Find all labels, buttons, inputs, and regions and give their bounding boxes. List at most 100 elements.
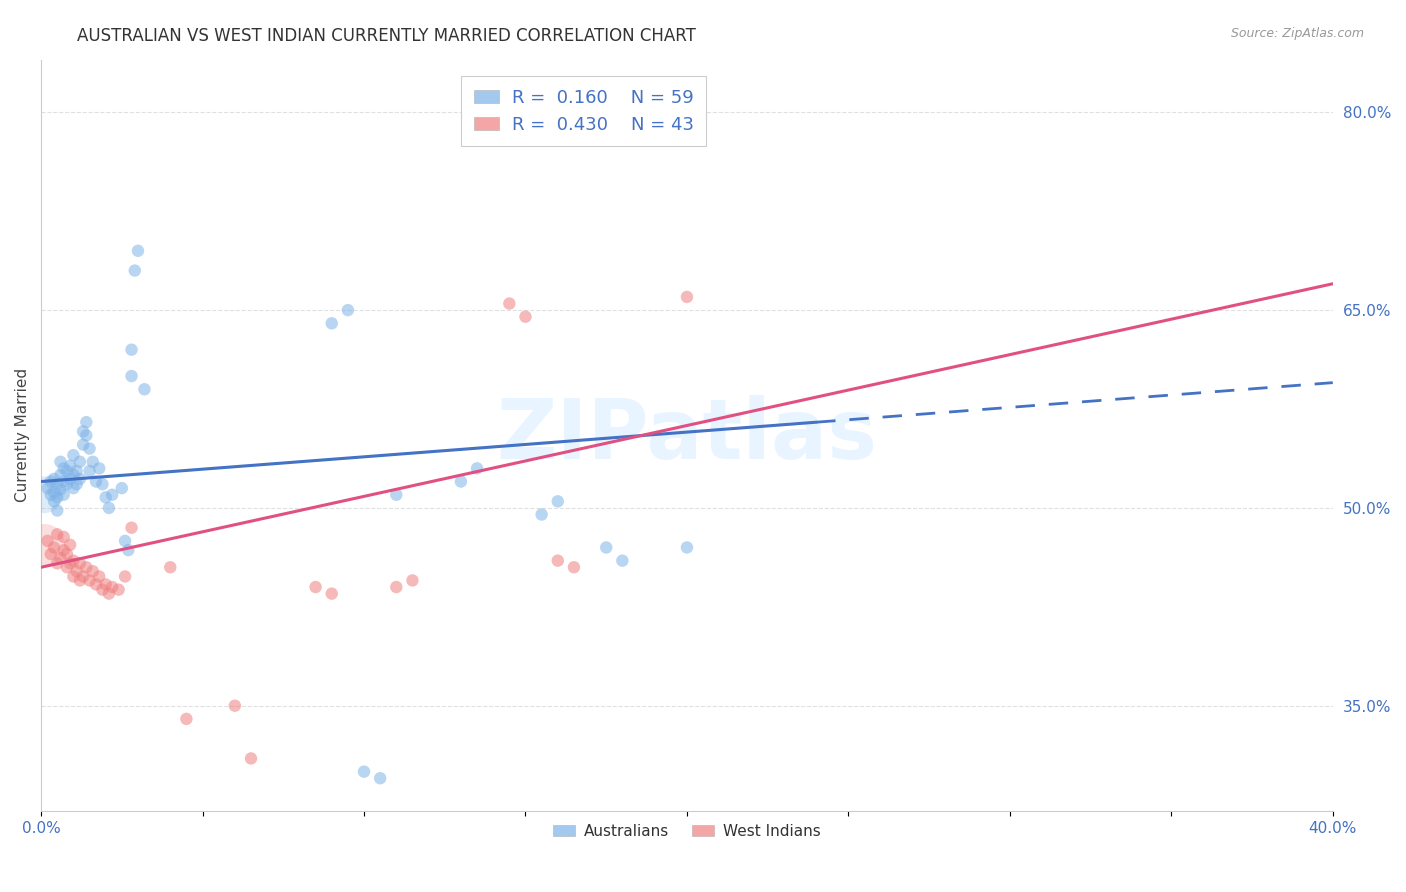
Point bbox=[75, 415, 97, 429]
Text: AUSTRALIAN VS WEST INDIAN CURRENTLY MARRIED CORRELATION CHART: AUSTRALIAN VS WEST INDIAN CURRENTLY MARR… bbox=[77, 27, 696, 45]
Point bbox=[62, 554, 84, 568]
Point bbox=[368, 771, 391, 785]
Point bbox=[224, 698, 246, 713]
Point bbox=[46, 491, 69, 505]
Point bbox=[34, 488, 56, 502]
Point bbox=[111, 481, 134, 495]
Point bbox=[240, 751, 263, 765]
Point bbox=[75, 560, 97, 574]
Point bbox=[34, 538, 56, 552]
Point bbox=[89, 569, 111, 583]
Point bbox=[37, 533, 59, 548]
Point bbox=[353, 764, 375, 779]
Point bbox=[595, 541, 617, 555]
Point bbox=[114, 569, 136, 583]
Point bbox=[117, 543, 139, 558]
Point bbox=[101, 580, 124, 594]
Point bbox=[91, 582, 114, 597]
Point bbox=[515, 310, 537, 324]
Point bbox=[75, 428, 97, 442]
Point bbox=[52, 488, 75, 502]
Point bbox=[94, 577, 117, 591]
Point bbox=[69, 472, 91, 486]
Point bbox=[56, 477, 79, 491]
Point bbox=[59, 538, 82, 552]
Point bbox=[37, 481, 59, 495]
Point bbox=[46, 556, 69, 570]
Point bbox=[134, 382, 156, 396]
Point bbox=[450, 475, 472, 489]
Point bbox=[39, 475, 62, 489]
Point bbox=[56, 547, 79, 561]
Point bbox=[49, 467, 72, 482]
Point bbox=[82, 564, 104, 578]
Point bbox=[82, 455, 104, 469]
Point bbox=[46, 527, 69, 541]
Point bbox=[127, 244, 149, 258]
Point bbox=[79, 464, 101, 478]
Point bbox=[42, 472, 65, 486]
Point bbox=[42, 494, 65, 508]
Point bbox=[59, 458, 82, 473]
Text: Source: ZipAtlas.com: Source: ZipAtlas.com bbox=[1230, 27, 1364, 40]
Point bbox=[304, 580, 326, 594]
Point bbox=[97, 500, 120, 515]
Point bbox=[562, 560, 585, 574]
Point bbox=[62, 448, 84, 462]
Point bbox=[385, 488, 408, 502]
Point bbox=[69, 574, 91, 588]
Point bbox=[465, 461, 488, 475]
Point bbox=[321, 316, 343, 330]
Point bbox=[62, 467, 84, 482]
Point bbox=[46, 477, 69, 491]
Point bbox=[176, 712, 198, 726]
Point bbox=[547, 554, 569, 568]
Point bbox=[59, 556, 82, 570]
Point bbox=[107, 582, 129, 597]
Point bbox=[385, 580, 408, 594]
Point bbox=[498, 296, 520, 310]
Point bbox=[72, 437, 94, 451]
Point bbox=[79, 574, 101, 588]
Point bbox=[401, 574, 423, 588]
Point bbox=[94, 491, 117, 505]
Legend: Australians, West Indians: Australians, West Indians bbox=[547, 818, 827, 845]
Point bbox=[72, 425, 94, 439]
Point bbox=[49, 551, 72, 566]
Point bbox=[49, 483, 72, 497]
Point bbox=[46, 503, 69, 517]
Point bbox=[52, 461, 75, 475]
Point bbox=[59, 472, 82, 486]
Point bbox=[124, 263, 146, 277]
Point bbox=[66, 477, 89, 491]
Point bbox=[530, 508, 553, 522]
Point bbox=[121, 521, 143, 535]
Point bbox=[42, 541, 65, 555]
Point bbox=[62, 569, 84, 583]
Point bbox=[547, 494, 569, 508]
Point bbox=[84, 475, 107, 489]
Point bbox=[97, 586, 120, 600]
Point bbox=[612, 554, 634, 568]
Point bbox=[336, 303, 359, 318]
Point bbox=[121, 369, 143, 384]
Point bbox=[79, 442, 101, 456]
Point bbox=[39, 488, 62, 502]
Point bbox=[91, 477, 114, 491]
Y-axis label: Currently Married: Currently Married bbox=[15, 368, 30, 502]
Point bbox=[321, 586, 343, 600]
Point bbox=[159, 560, 181, 574]
Point bbox=[52, 530, 75, 544]
Point bbox=[42, 485, 65, 500]
Point bbox=[69, 556, 91, 570]
Point bbox=[676, 541, 699, 555]
Point bbox=[72, 569, 94, 583]
Point bbox=[69, 455, 91, 469]
Point bbox=[66, 464, 89, 478]
Point bbox=[84, 577, 107, 591]
Point bbox=[101, 488, 124, 502]
Point bbox=[56, 464, 79, 478]
Point bbox=[66, 564, 89, 578]
Point bbox=[676, 290, 699, 304]
Text: ZIPatlas: ZIPatlas bbox=[496, 395, 877, 476]
